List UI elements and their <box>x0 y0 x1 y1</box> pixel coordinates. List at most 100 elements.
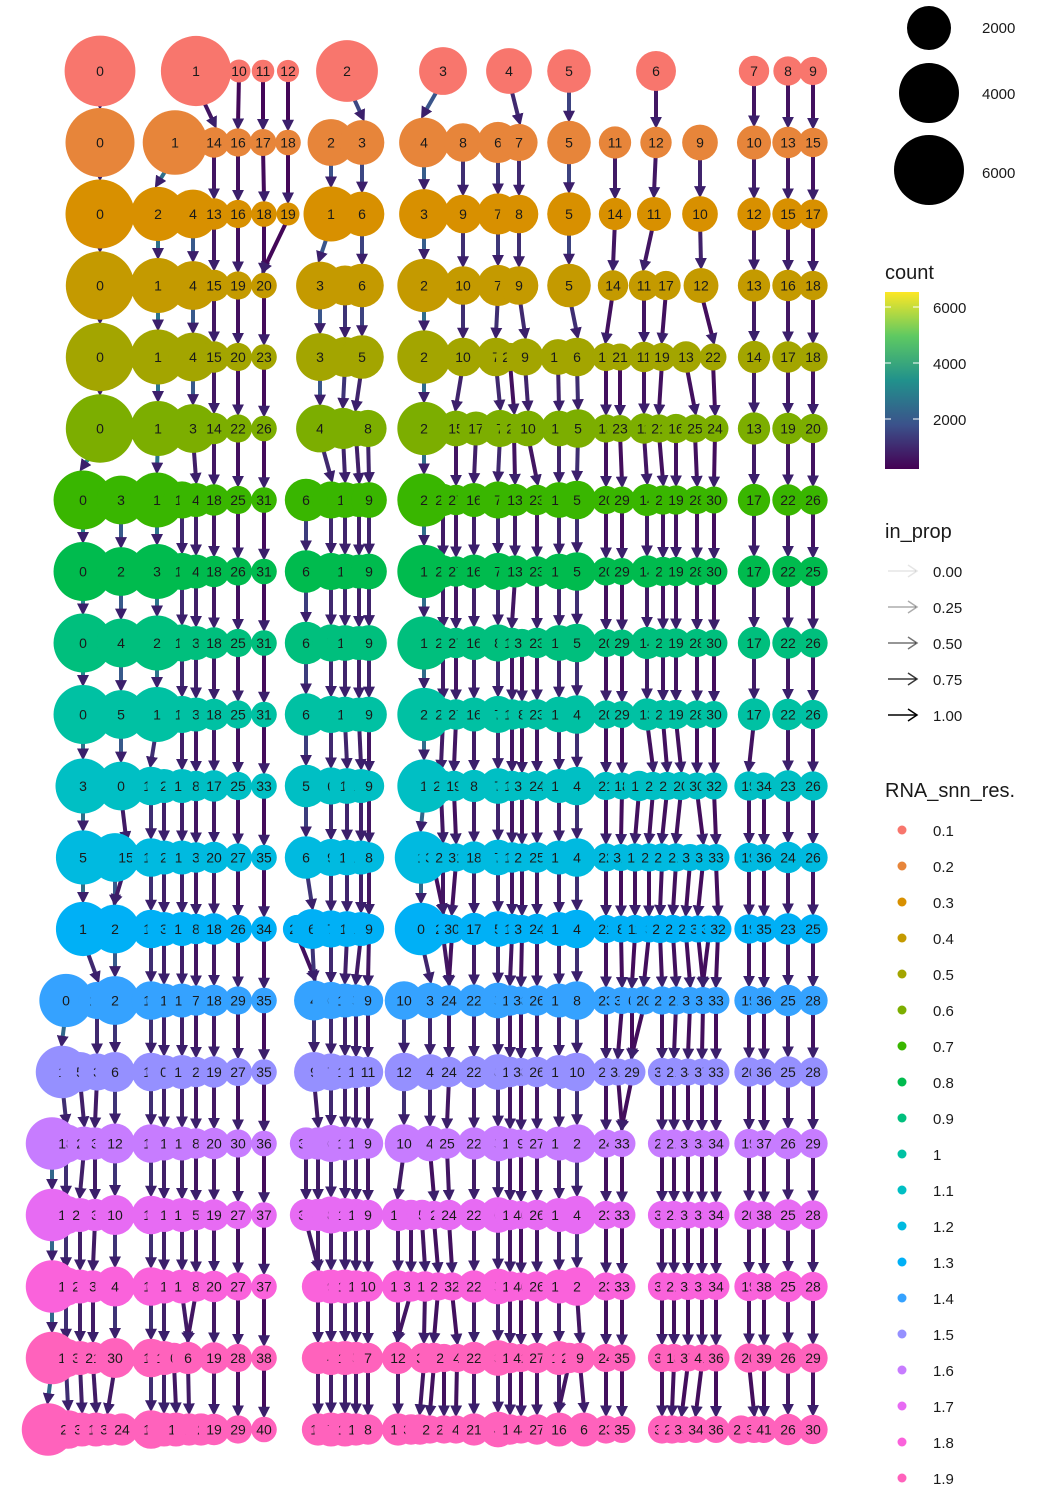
resolution-legend-dot-1.8 <box>897 1437 907 1447</box>
cluster-node: 17 <box>457 912 491 946</box>
cluster-node-circle-0.9-9 <box>351 625 387 661</box>
cluster-node-label-1.4-25: 25 <box>780 993 796 1009</box>
cluster-node-label-1-9: 9 <box>365 707 373 723</box>
count-legend-label-6000: 6000 <box>933 300 966 317</box>
cluster-node-circle-0.2-16 <box>223 128 253 157</box>
cluster-node-label-1.7-24: 24 <box>441 1207 457 1223</box>
cluster-node-label-0.9-9: 9 <box>365 635 373 651</box>
cluster-node-label-0.1-2: 2 <box>343 63 351 79</box>
cluster-node: 2 <box>397 401 451 456</box>
cluster-node-label-1-19: 19 <box>668 707 684 723</box>
cluster-node-label-0.4-14: 14 <box>605 278 621 294</box>
cluster-node-circle-0.2-18 <box>275 129 301 156</box>
in-prop-legend-label-0.25: 0.25 <box>933 600 962 617</box>
cluster-node-circle-0.3-3 <box>399 189 449 239</box>
cluster-node: 36 <box>750 844 778 871</box>
count-legend-label-4000: 4000 <box>933 356 966 373</box>
cluster-node-label-0.8-6: 6 <box>302 564 310 580</box>
cluster-node-circle-1.2-36 <box>750 844 778 871</box>
cluster-node: 10 <box>736 125 772 160</box>
cluster-node-label-1.3-2: 2 <box>111 921 119 937</box>
cluster-node-circle-0.6-23 <box>606 415 634 442</box>
resolution-legend-dot-1 <box>897 1149 907 1159</box>
cluster-node-circle-0.1-2 <box>316 40 378 102</box>
resolution-legend-label-0.6: 0.6 <box>933 1003 954 1020</box>
cluster-node-label-1.4-3: 3 <box>426 993 434 1009</box>
cluster-node-label-1.4-1: 1 <box>160 993 168 1009</box>
cluster-node: 28 <box>798 1200 828 1230</box>
cluster-node-circle-2-41 <box>750 1416 778 1443</box>
cluster-node-label-1.3-6: 6 <box>308 921 316 937</box>
cluster-node-label-1.8-8: 8 <box>192 1279 200 1295</box>
cluster-node: 29 <box>608 629 636 657</box>
cluster-node-label-1-17: 17 <box>746 707 762 723</box>
cluster-node-circle-0.5-21 <box>606 343 634 371</box>
cluster-node-label-1.2-27: 27 <box>230 850 246 866</box>
cluster-node-label-0.2-3: 3 <box>358 135 366 151</box>
cluster-node-circle-1.7-10 <box>95 1195 135 1235</box>
cluster-node: 9 <box>443 194 483 234</box>
cluster-node: 2 <box>130 186 186 242</box>
cluster-node-label-1.7-26: 26 <box>529 1207 545 1223</box>
cluster-node: 7 <box>500 123 538 162</box>
cluster-node-label-1-26: 26 <box>805 707 821 723</box>
cluster-node: 19 <box>772 412 804 445</box>
cluster-node: 35 <box>608 1344 636 1372</box>
cluster-node-label-0.9-19: 19 <box>668 635 684 651</box>
cluster-node-label-1.5-2: 2 <box>192 1064 200 1080</box>
cluster-node-label-0.8-28: 28 <box>689 564 705 580</box>
edge-1.9-41-to-34 <box>690 1363 704 1418</box>
cluster-node: 22 <box>772 698 804 731</box>
cluster-node-label-1.1-9: 9 <box>365 778 373 794</box>
cluster-node-label-0.8-23: 23 <box>529 564 545 580</box>
resolution-legend-label-0.2: 0.2 <box>933 859 954 876</box>
cluster-node-circle-0.3-9 <box>443 194 483 234</box>
cluster-node-circle-1.9-7 <box>352 1342 384 1374</box>
cluster-node-circle-0.4-10 <box>443 266 483 305</box>
cluster-node: 30 <box>700 701 728 728</box>
cluster-node-circle-0.8-25 <box>798 556 828 587</box>
cluster-node-label-0.5-10: 10 <box>455 349 471 365</box>
resolution-legend-label-1.6: 1.6 <box>933 1363 954 1380</box>
cluster-node: 33 <box>702 1058 730 1086</box>
edge-0.6-23-to-29 <box>615 433 628 489</box>
size-legend-circle-2000 <box>907 6 951 50</box>
cluster-node-label-0.7-28: 28 <box>689 492 705 508</box>
cluster-node: 7 <box>738 55 770 87</box>
cluster-node: 18 <box>798 270 828 301</box>
cluster-node-circle-1.6-25 <box>431 1128 463 1159</box>
cluster-node-label-1.3-30: 30 <box>444 921 460 937</box>
cluster-node: 17 <box>198 770 230 802</box>
cluster-node-label-2-35: 35 <box>614 1422 630 1438</box>
cluster-node-circle-1.2-8 <box>353 842 385 873</box>
cluster-node: 9 <box>353 770 385 802</box>
cluster-node-label-0.2-4: 4 <box>420 135 428 151</box>
cluster-node: 2 <box>307 119 355 166</box>
cluster-node-label-1.8-37: 37 <box>256 1279 272 1295</box>
cluster-node-label-1.4-10: 10 <box>396 993 412 1009</box>
resolution-legend-dot-1.6 <box>897 1365 907 1375</box>
cluster-node-circle-0.4-14 <box>597 270 629 301</box>
cluster-node-label-1.4-2: 2 <box>111 993 119 1009</box>
cluster-node-circle-0.8-22 <box>772 555 804 588</box>
cluster-node: 30 <box>798 1414 828 1445</box>
cluster-node-circle-1.5-6 <box>95 1052 135 1092</box>
cluster-node: 12 <box>384 1052 424 1092</box>
cluster-node-circle-0.2-10 <box>736 125 772 160</box>
cluster-node-circle-1.6-36 <box>251 1130 277 1157</box>
cluster-node: 3 <box>399 189 449 239</box>
cluster-node-circle-1.6-30 <box>223 1129 253 1158</box>
cluster-node: 29 <box>223 986 253 1015</box>
cluster-node-circle-1.6-12 <box>95 1123 135 1164</box>
cluster-node-circle-1.4-36 <box>750 987 778 1014</box>
cluster-node-circle-1.1-34 <box>750 772 778 800</box>
cluster-node-label-1.6-20: 20 <box>206 1136 222 1152</box>
cluster-node: 35 <box>750 915 778 943</box>
cluster-node-label-1.6-27: 27 <box>529 1136 545 1152</box>
cluster-node-label-0.6-1: 1 <box>154 421 162 437</box>
cluster-node-label-0.4-6: 6 <box>358 278 366 294</box>
cluster-node-label-1-4: 4 <box>573 707 581 723</box>
cluster-node-label-0.5-23: 23 <box>256 349 272 365</box>
cluster-node-label-1.1-8: 8 <box>192 778 200 794</box>
cluster-node-circle-1.7-34 <box>702 1201 730 1229</box>
